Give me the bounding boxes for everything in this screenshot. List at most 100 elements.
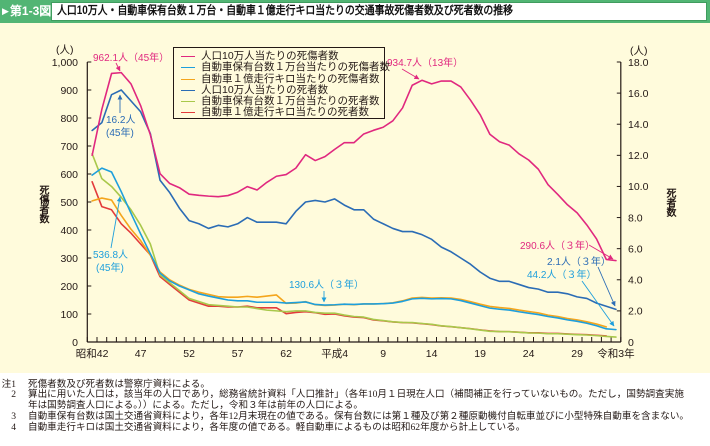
y-right-tick-label: 4.0 bbox=[628, 275, 643, 287]
note-text: 自動車走行キロは国土交通省資料により，各年度の値である。軽自動車によるものは昭和… bbox=[28, 421, 526, 433]
series-line-casualties-per-100k-population bbox=[91, 71, 617, 262]
y-right-tick-label: 2.0 bbox=[628, 306, 643, 318]
legend-item: 人口10万人当たりの死者数 bbox=[174, 83, 384, 96]
legend-item: 自動車保有台数１万台当たりの死傷者数 bbox=[174, 62, 390, 73]
legend-line-icon bbox=[181, 101, 195, 102]
legend-label: 自動車保有台数１万台当たりの死者数 bbox=[201, 95, 380, 107]
series-line-deaths-per-100k-population bbox=[91, 89, 617, 311]
x-tick-label: 29 bbox=[571, 348, 583, 360]
note-item: 注1 死傷者数及び死者数は警察庁資料による。 bbox=[0, 378, 710, 391]
x-tick-label: 24 bbox=[523, 348, 535, 360]
y-left-tick-label: 800 bbox=[60, 113, 78, 125]
annotation-arrow bbox=[115, 62, 121, 72]
annotation-arrow bbox=[581, 280, 615, 327]
series-line-casualties-per-10k-vehicles bbox=[91, 167, 617, 331]
legend-label: 人口10万人当たりの死者数 bbox=[201, 83, 329, 96]
figure-number-label: 第1-3図 bbox=[9, 4, 52, 18]
legend: 人口10万人当たりの死傷者数 自動車保有台数１万台当たりの死傷者数 自動車１億走… bbox=[173, 47, 390, 119]
series-line-casualties-per-100m-vehicle-km bbox=[91, 197, 608, 328]
annotation-label: 44.2人（３年） bbox=[527, 268, 596, 281]
note-number: 2 bbox=[11, 389, 16, 401]
legend-label: 自動車保有台数１万台当たりの死傷者数 bbox=[201, 61, 390, 74]
x-tick-label: 52 bbox=[183, 348, 195, 360]
y-right-tick-label: 12.0 bbox=[628, 150, 649, 162]
y-left-tick-label: 100 bbox=[60, 309, 78, 321]
note-number: 注1 bbox=[1, 378, 16, 390]
x-tick-label: 57 bbox=[232, 348, 244, 360]
series-line-deaths-per-10k-vehicles bbox=[91, 152, 617, 338]
y-right-tick-label: 10.0 bbox=[628, 181, 649, 193]
y-right-axis-title: 死者数 bbox=[664, 188, 675, 217]
annotation-arrow bbox=[588, 244, 614, 260]
y-left-tick-label: 700 bbox=[60, 141, 78, 153]
legend-item: 自動車１億走行キロ当たりの死者数 bbox=[174, 107, 384, 118]
figure-title: 人口10万人・自動車保有台数１万台・自動車１億走行キロ当たりの交通事故死傷者数及… bbox=[57, 5, 514, 17]
y-right-unit-label: (人) bbox=[630, 45, 648, 57]
x-tick-label: 9 bbox=[380, 348, 386, 360]
annotation-label: (45年) bbox=[106, 126, 134, 139]
note-item: 4 自動車走行キロは国土交通省資料により，各年度の値である。軽自動車によるものは… bbox=[0, 421, 710, 434]
annotation-arrow bbox=[110, 196, 122, 249]
annotation-arrow bbox=[401, 68, 420, 80]
legend-item: 人口10万人当たりの死傷者数 bbox=[174, 51, 384, 62]
legend-line-icon bbox=[181, 78, 195, 80]
note-item: 2 算出に用いた人口は，該当年の人口であり，総務省統計資料「人口推計」（各年10… bbox=[0, 389, 710, 401]
legend-label: 自動車１億走行キロ当たりの死者数 bbox=[201, 106, 369, 119]
annotation-label: (45年) bbox=[96, 261, 124, 274]
legend-item: 自動車保有台数１万台当たりの死者数 bbox=[174, 96, 384, 107]
y-right-tick-label: 8.0 bbox=[628, 212, 643, 224]
figure-number: ▶第1-3図 bbox=[2, 4, 51, 19]
note-item-continuation: 年は国勢調査人口による。））による。ただし，令和３年は前年の人口による。 bbox=[0, 400, 710, 412]
series-lines bbox=[91, 71, 617, 338]
note-item: 3 自動車保有台数は国土交通省資料により，各年12月末現在の値である。保有台数に… bbox=[0, 410, 710, 423]
y-left-tick-label: 200 bbox=[60, 281, 78, 293]
annotation-label: 2.1人（３年） bbox=[547, 255, 611, 268]
annotations: 962.1人（45年） 16.2人 (45年) 536.8人 (45年) 934… bbox=[93, 51, 616, 327]
y-right-tick-label: 18.0 bbox=[628, 57, 649, 69]
y-left-tick-label: 300 bbox=[60, 253, 78, 265]
y-right-tick-label: 6.0 bbox=[628, 243, 643, 255]
note-text: 自動車保有台数は国土交通省資料により，各年12月末現在の値である。保有台数には第… bbox=[28, 410, 690, 422]
y-right-tick-label: 14.0 bbox=[628, 119, 649, 131]
y-left-tick-label: 1,000 bbox=[52, 57, 78, 69]
axes: 0 100 200 300 400 500 600 700 800 900 1,000 0 2.0 4.0… bbox=[52, 57, 649, 360]
x-tick-label: 平成4 bbox=[321, 348, 348, 360]
x-tick-label: 47 bbox=[135, 348, 147, 360]
legend-line-icon bbox=[181, 67, 195, 69]
x-tick-label: 14 bbox=[426, 348, 438, 360]
note-number: 4 bbox=[11, 421, 16, 433]
note-number: 3 bbox=[11, 410, 16, 422]
annotation-label: 934.7人（13年） bbox=[387, 56, 463, 69]
note-text: 算出に用いた人口は，該当年の人口であり，総務省統計資料「人口推計」（各年10月１… bbox=[28, 389, 684, 401]
y-left-tick-label: 0 bbox=[72, 337, 78, 349]
annotation-label: 16.2人 bbox=[106, 114, 135, 126]
legend-line-icon bbox=[181, 56, 195, 58]
figure-header: ▶第1-3図 人口10万人・自動車保有台数１万台・自動車１億走行キロ当たりの交通… bbox=[0, 0, 710, 23]
x-tick-label: 昭和42 bbox=[76, 348, 109, 360]
annotation-label: 130.6人（３年） bbox=[289, 278, 364, 291]
y-left-tick-label: 600 bbox=[60, 169, 78, 181]
note-text: 年は国勢調査人口による。））による。ただし，令和３年は前年の人口による。 bbox=[28, 400, 363, 412]
y-left-axis-title: 死傷者数 bbox=[37, 185, 48, 223]
x-tick-label: 62 bbox=[280, 348, 292, 360]
y-right-tick-label: 16.0 bbox=[628, 88, 649, 100]
legend-line-icon bbox=[181, 112, 195, 114]
y-left-unit-label: (人) bbox=[56, 44, 74, 56]
legend-line-icon bbox=[181, 89, 195, 91]
legend-label: 自動車１億走行キロ当たりの死傷者数 bbox=[201, 72, 380, 85]
y-right-tick-label: 0 bbox=[628, 337, 634, 349]
legend-label: 人口10万人当たりの死傷者数 bbox=[201, 50, 339, 63]
title-box: 人口10万人・自動車保有台数１万台・自動車１億走行キロ当たりの交通事故死傷者数及… bbox=[51, 2, 707, 21]
annotation-label: 962.1人（45年） bbox=[93, 51, 169, 64]
annotation-arrow bbox=[597, 266, 616, 307]
x-tick-label: 19 bbox=[474, 348, 486, 360]
figure-notes: 注1 死傷者数及び死者数は警察庁資料による。 2 算出に用いた人口は，該当年の人… bbox=[0, 378, 710, 434]
y-left-tick-label: 500 bbox=[60, 197, 78, 209]
annotation-label: 536.8人 bbox=[93, 249, 128, 261]
annotation-label: 290.6人（３年） bbox=[520, 239, 595, 252]
x-tick-label: 令和3年 bbox=[597, 347, 634, 360]
y-left-tick-label: 900 bbox=[60, 85, 78, 97]
legend-item: 自動車１億走行キロ当たりの死傷者数 bbox=[174, 72, 384, 85]
y-left-tick-label: 400 bbox=[60, 225, 78, 237]
